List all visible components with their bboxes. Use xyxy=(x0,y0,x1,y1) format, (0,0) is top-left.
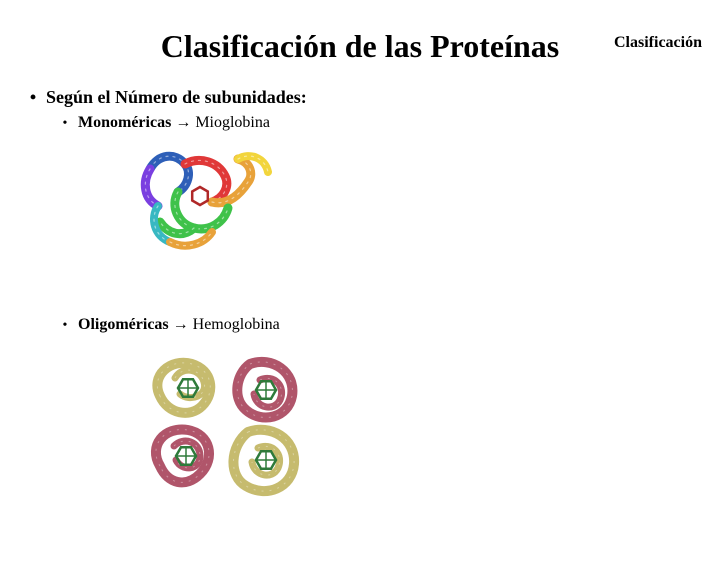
content-area: • Según el Número de subunidades: • Mono… xyxy=(0,87,720,526)
item-text: Oligoméricas → Hemoglobina xyxy=(78,316,280,334)
item-example: Mioglobina xyxy=(195,114,270,131)
bullet-icon: • xyxy=(52,318,78,334)
item-term: Oligoméricas xyxy=(78,316,169,333)
page-title: Clasificación de las Proteínas xyxy=(0,28,720,65)
figure-hemoglobin xyxy=(120,336,720,526)
header-label: Clasificación xyxy=(614,34,702,52)
arrow-icon: → xyxy=(173,316,189,333)
figure-myoglobin xyxy=(120,134,720,264)
item-monomericas: • Monoméricas → Mioglobina xyxy=(52,114,720,132)
myoglobin-ribbon-svg xyxy=(120,134,290,264)
bullet-icon: • xyxy=(52,116,78,132)
item-text: Monoméricas → Mioglobina xyxy=(78,114,270,132)
bullet-icon: • xyxy=(20,87,46,108)
section-heading-row: • Según el Número de subunidades: xyxy=(20,87,720,108)
hemoglobin-ribbon-svg xyxy=(120,336,330,526)
item-oligomericas: • Oligoméricas → Hemoglobina xyxy=(52,316,720,334)
arrow-icon: → xyxy=(175,114,191,131)
section-heading: Según el Número de subunidades: xyxy=(46,87,307,108)
item-example: Hemoglobina xyxy=(193,316,280,333)
item-term: Monoméricas xyxy=(78,114,171,131)
